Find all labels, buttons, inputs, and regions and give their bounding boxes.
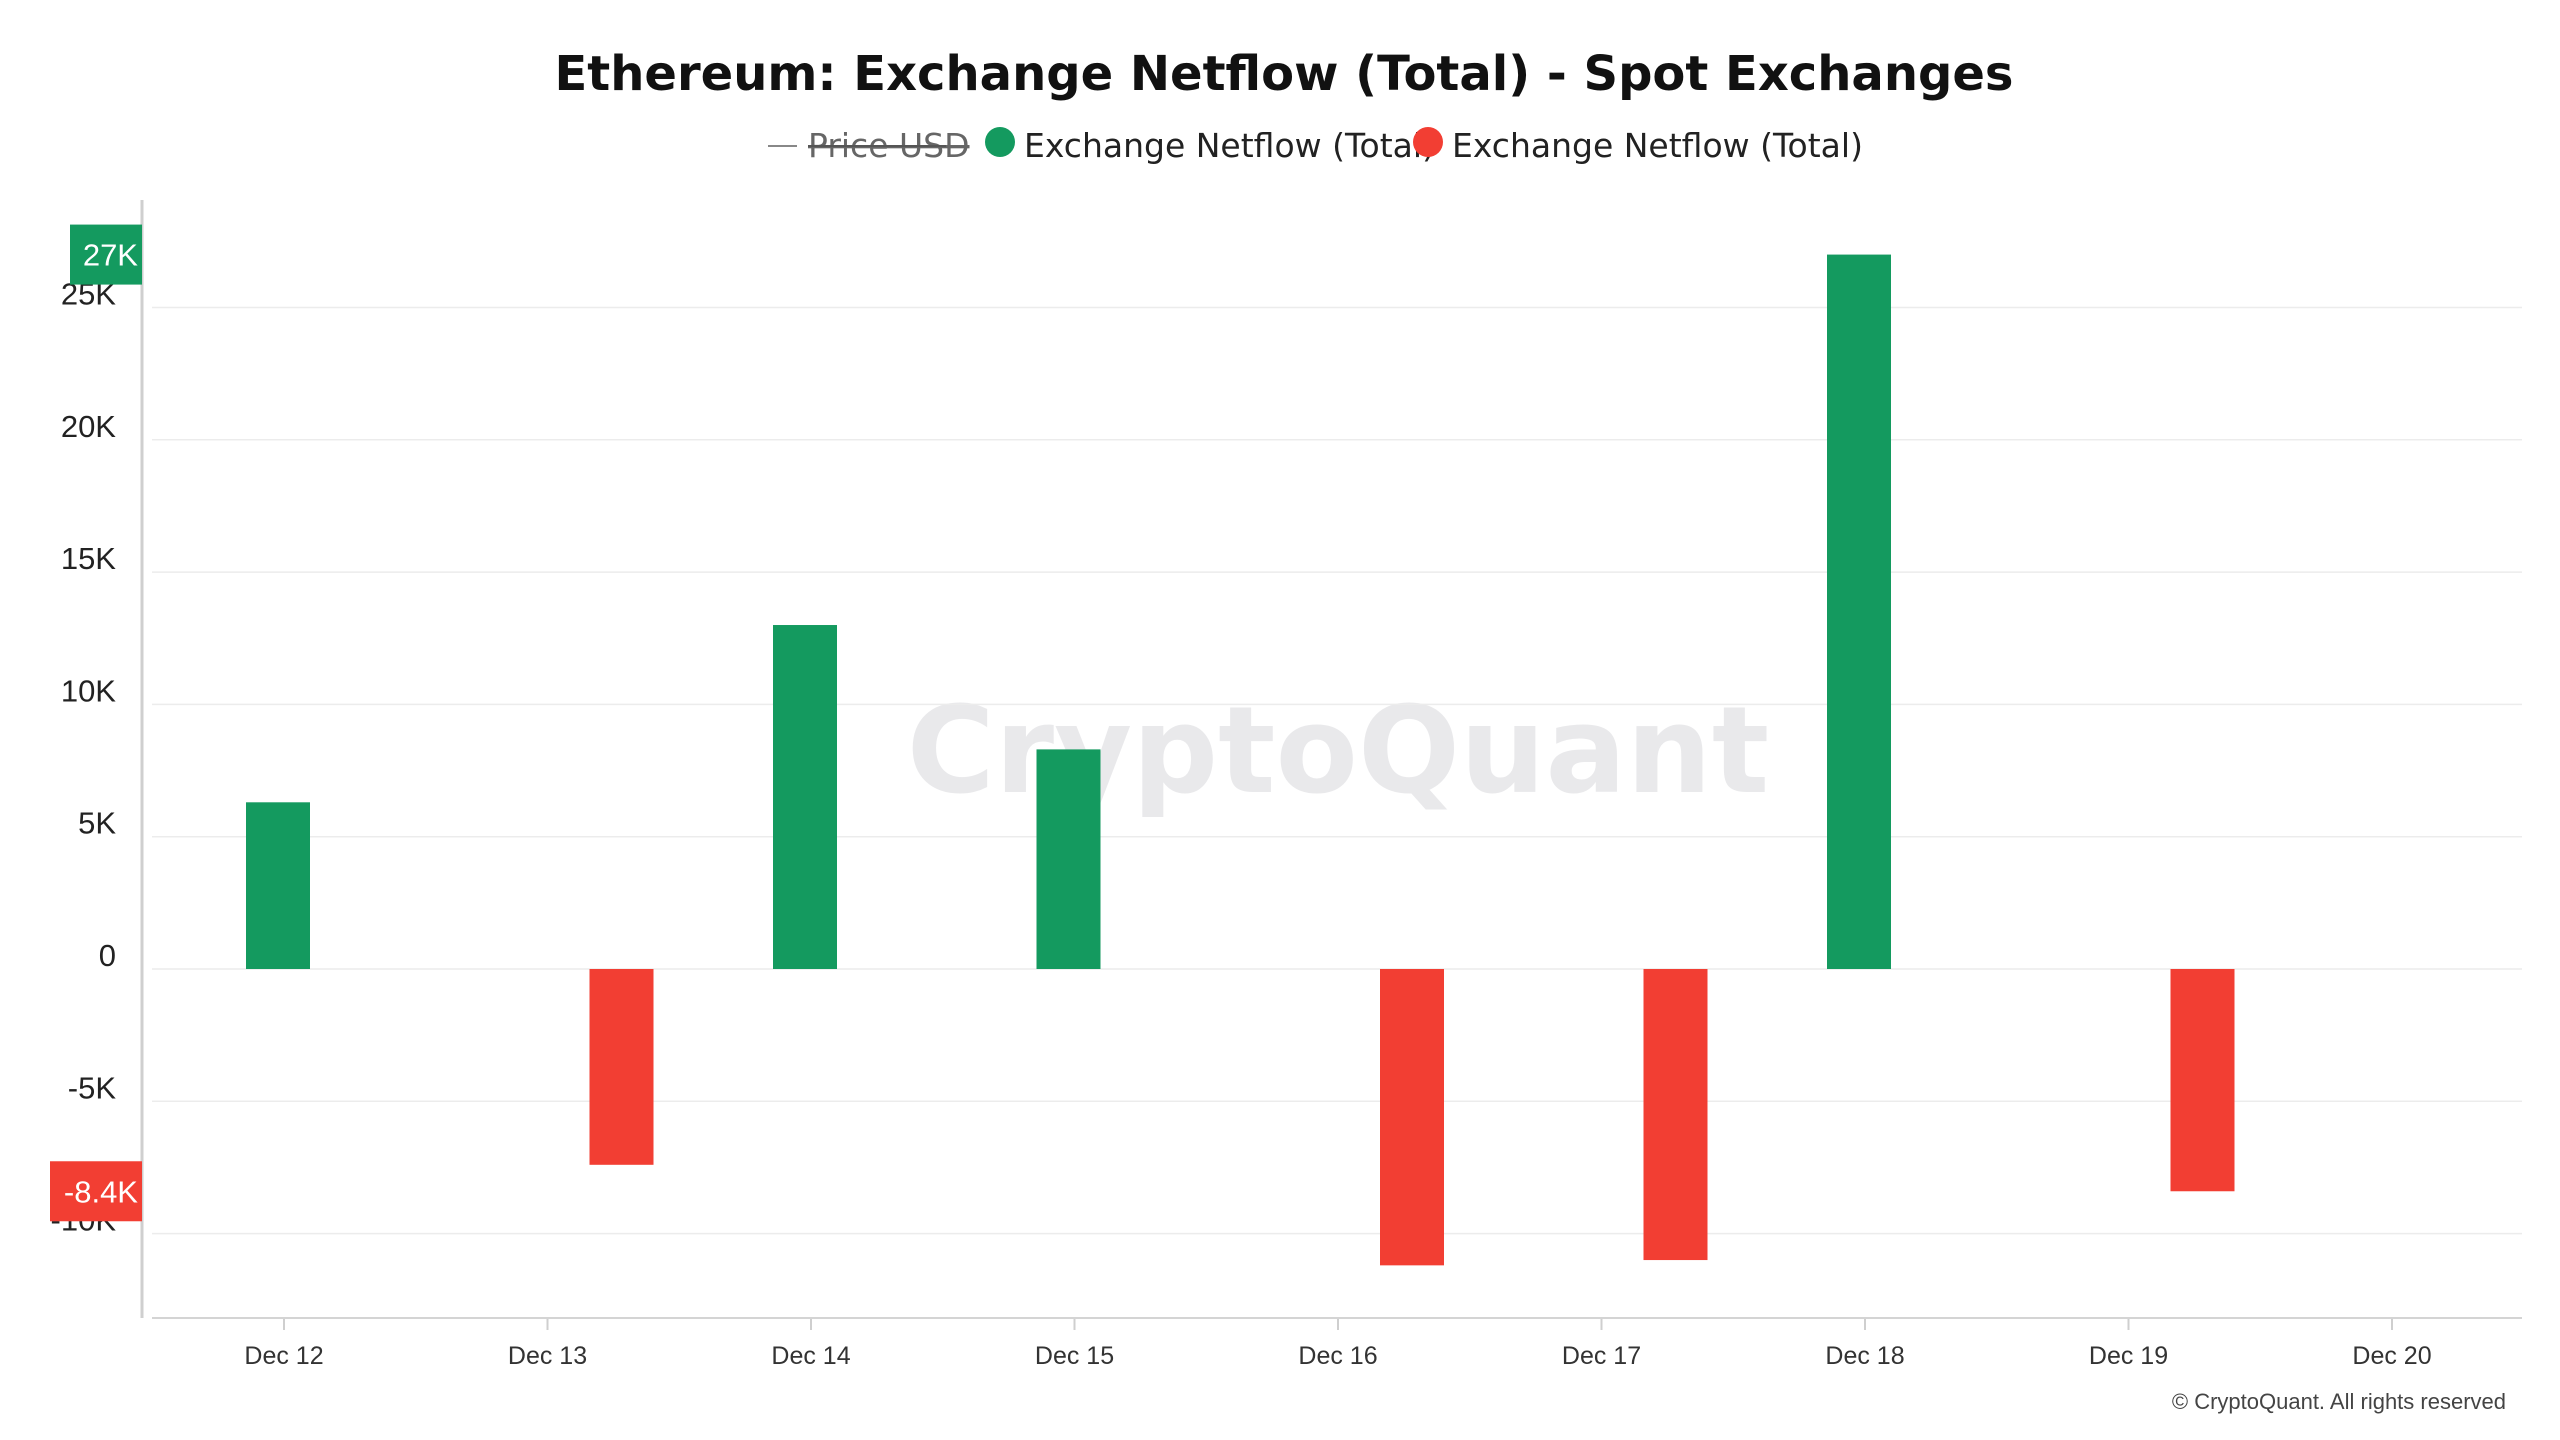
legend-red-label: Exchange Netflow (Total) [1452,126,1863,165]
y-tick-label: -5K [68,1070,117,1105]
watermark: CryptoQuant [907,682,1769,821]
x-tick-label: Dec 14 [771,1342,850,1370]
axis-badge-label: -8.4K [64,1174,138,1209]
chart-title: Ethereum: Exchange Netflow (Total) - Spo… [555,46,2014,102]
bar[interactable] [2170,969,2235,1192]
axis-badge-label: 27K [83,238,138,273]
y-tick-label: 10K [61,673,116,708]
x-tick-label: Dec 19 [2089,1342,2168,1370]
axis-badge [70,224,142,285]
y-tick-label: 0 [99,938,116,973]
axis-badges: 27K -8.4K [50,224,142,1222]
y-tick-label: 20K [61,409,116,444]
y-tick-label: 5K [78,806,116,841]
x-tick-label: Dec 15 [1035,1342,1114,1370]
x-tick-label: Dec 17 [1562,1342,1641,1370]
x-tick-label: Dec 12 [244,1342,323,1370]
x-tick-label: Dec 20 [2352,1342,2431,1370]
grid [152,306,2522,1235]
legend-green-label: Exchange Netflow (Total) [1024,126,1435,165]
copyright: © CryptoQuant. All rights reserved [2172,1389,2506,1414]
bar[interactable] [1827,254,1891,969]
y-tick-label: 15K [61,541,116,576]
bar[interactable] [773,625,837,969]
x-tick-label: Dec 13 [508,1342,587,1370]
bar[interactable] [589,969,654,1165]
legend-item-price[interactable]: Price USD [768,126,970,165]
bar[interactable] [1643,969,1708,1261]
x-tick-label: Dec 16 [1298,1342,1377,1370]
legend-red-dot-icon [1413,127,1443,157]
bar[interactable] [1380,969,1444,1266]
legend-item-netflow-positive[interactable]: Exchange Netflow (Total) [985,126,1435,165]
legend-green-dot-icon [985,127,1015,157]
x-tick-label: Dec 18 [1825,1342,1904,1370]
bars [246,254,2235,1266]
x-axis-ticks: Dec 12 Dec 13 Dec 14 Dec 15 Dec 16 Dec 17 Dec … [244,1318,2432,1370]
bar[interactable] [246,802,310,969]
bar[interactable] [1036,749,1101,969]
legend-item-netflow-negative[interactable]: Exchange Netflow (Total) [1413,126,1863,165]
legend: Price USD Exchange Netflow (Total) Excha… [768,126,1863,165]
axis-badge [50,1161,142,1222]
